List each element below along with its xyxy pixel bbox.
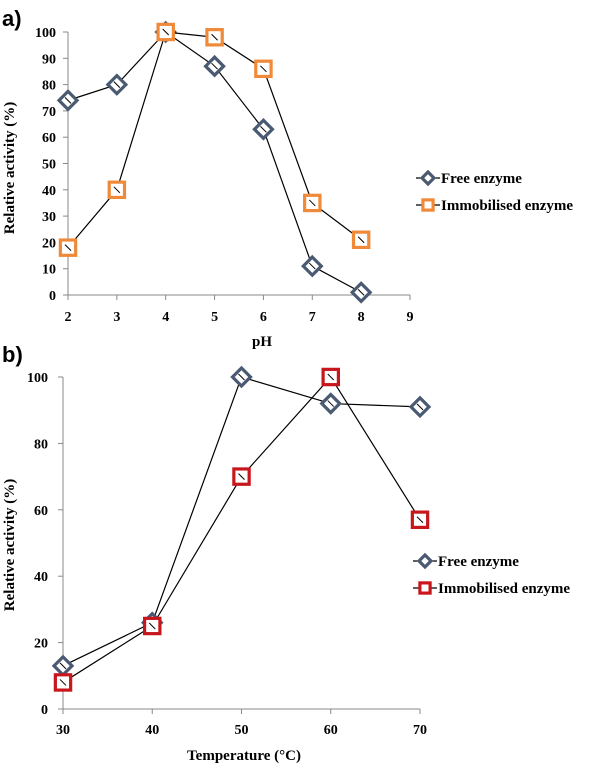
chart-a-ph-activity: a) pH Relative activity (%) 0 10 20 30 40 50 6… (2, 6, 573, 350)
data-point-tick-a-1 (162, 28, 170, 36)
data-point-tick-a-0 (113, 81, 121, 88)
legend-marker-b-1 (418, 581, 432, 595)
y-tick-label-b: 40 (34, 570, 48, 585)
legend-marker-a-1 (421, 198, 435, 212)
data-point-tick-b-0 (238, 373, 245, 381)
data-point-tick-a-1 (64, 244, 72, 252)
y-tick-label-a: 50 (42, 158, 56, 173)
legend-marker-a-0 (419, 169, 437, 187)
y-tick-label-b: 20 (34, 637, 48, 652)
data-point-tick-b-1 (327, 373, 335, 381)
series-b-0 (51, 365, 432, 678)
x-tick-label-a: 8 (358, 310, 365, 325)
x-tick-label-b: 60 (324, 723, 338, 738)
y-tick-label-b: 0 (41, 703, 48, 718)
x-tick-label-b: 30 (56, 723, 70, 738)
data-point-tick-a-1 (260, 65, 267, 73)
y-tick-label-a: 40 (42, 184, 56, 199)
y-tick-label-a: 30 (42, 210, 56, 225)
x-tick-label-a: 9 (407, 310, 414, 325)
y-tick-label-b: 80 (34, 437, 48, 452)
x-tick-label-a: 4 (162, 310, 169, 325)
y-tick-label-a: 10 (42, 263, 56, 278)
legend-marker-b-0 (416, 552, 434, 570)
y-tick-label-a: 100 (35, 26, 56, 41)
legend-label-a-1: Immobilised enzyme (441, 198, 573, 214)
legend-b: Free enzyme Immobilised enzyme (413, 552, 570, 597)
x-tick-label-b: 50 (235, 723, 249, 738)
x-axis-title-a: pH (252, 334, 272, 350)
x-tick-label-a: 3 (113, 310, 120, 325)
legend-label-b-0: Free enzyme (438, 554, 519, 570)
y-axis-title-a: Relative activity (%) (2, 102, 18, 234)
y-tick-label-a: 80 (42, 79, 56, 94)
legend-a: Free enzyme Immobilised enzyme (416, 169, 573, 214)
data-point-tick-b-1 (148, 622, 156, 630)
y-tick-label-a: 0 (49, 289, 56, 304)
data-point-tick-b-1 (238, 473, 245, 480)
legend-label-b-1: Immobilised enzyme (438, 581, 570, 597)
series-a-1 (58, 22, 371, 257)
data-point-tick-b-1 (416, 516, 424, 524)
legend-label-a-0: Free enzyme (441, 171, 522, 187)
data-point-tick-b-0 (59, 662, 67, 670)
y-tick-label-b: 100 (27, 371, 48, 386)
series-a-0 (56, 20, 373, 304)
data-point-tick-a-0 (260, 125, 267, 133)
y-tick-label-a: 20 (42, 236, 56, 251)
data-point-tick-a-1 (113, 186, 121, 194)
x-tick-label-a: 2 (65, 310, 72, 325)
series-line-b-1 (62, 376, 421, 683)
x-tick-label-a: 5 (211, 310, 218, 325)
data-point-tick-a-1 (357, 236, 365, 244)
x-tick-label-a: 7 (309, 310, 316, 325)
data-point-tick-a-1 (308, 199, 316, 207)
data-point-tick-b-0 (327, 400, 335, 407)
data-point-tick-a-1 (211, 33, 218, 41)
y-tick-label-b: 60 (34, 504, 48, 519)
data-point-tick-b-1 (59, 679, 67, 686)
data-point-tick-a-0 (357, 289, 365, 296)
data-point-tick-a-0 (308, 262, 316, 270)
data-point-tick-a-0 (211, 62, 218, 70)
x-tick-label-b: 40 (145, 723, 159, 738)
y-tick-label-a: 70 (42, 105, 56, 120)
panel-label-a: a) (2, 6, 22, 31)
panel-label-b: b) (2, 342, 23, 367)
y-tick-label-a: 60 (42, 131, 56, 146)
chart-b-temperature-activity: b) Temperature (°C) Relative activity (%… (2, 342, 570, 764)
x-tick-label-b: 70 (413, 723, 427, 738)
x-axis-title-b: Temperature (°C) (187, 748, 301, 764)
x-tick-label-a: 6 (260, 310, 267, 325)
series-b-1 (53, 367, 430, 692)
series-line-b-0 (62, 376, 421, 667)
data-point-tick-b-0 (416, 403, 424, 411)
data-point-tick-a-0 (64, 97, 72, 104)
y-axis-title-b: Relative activity (%) (2, 479, 18, 611)
y-tick-label-a: 90 (42, 52, 56, 67)
